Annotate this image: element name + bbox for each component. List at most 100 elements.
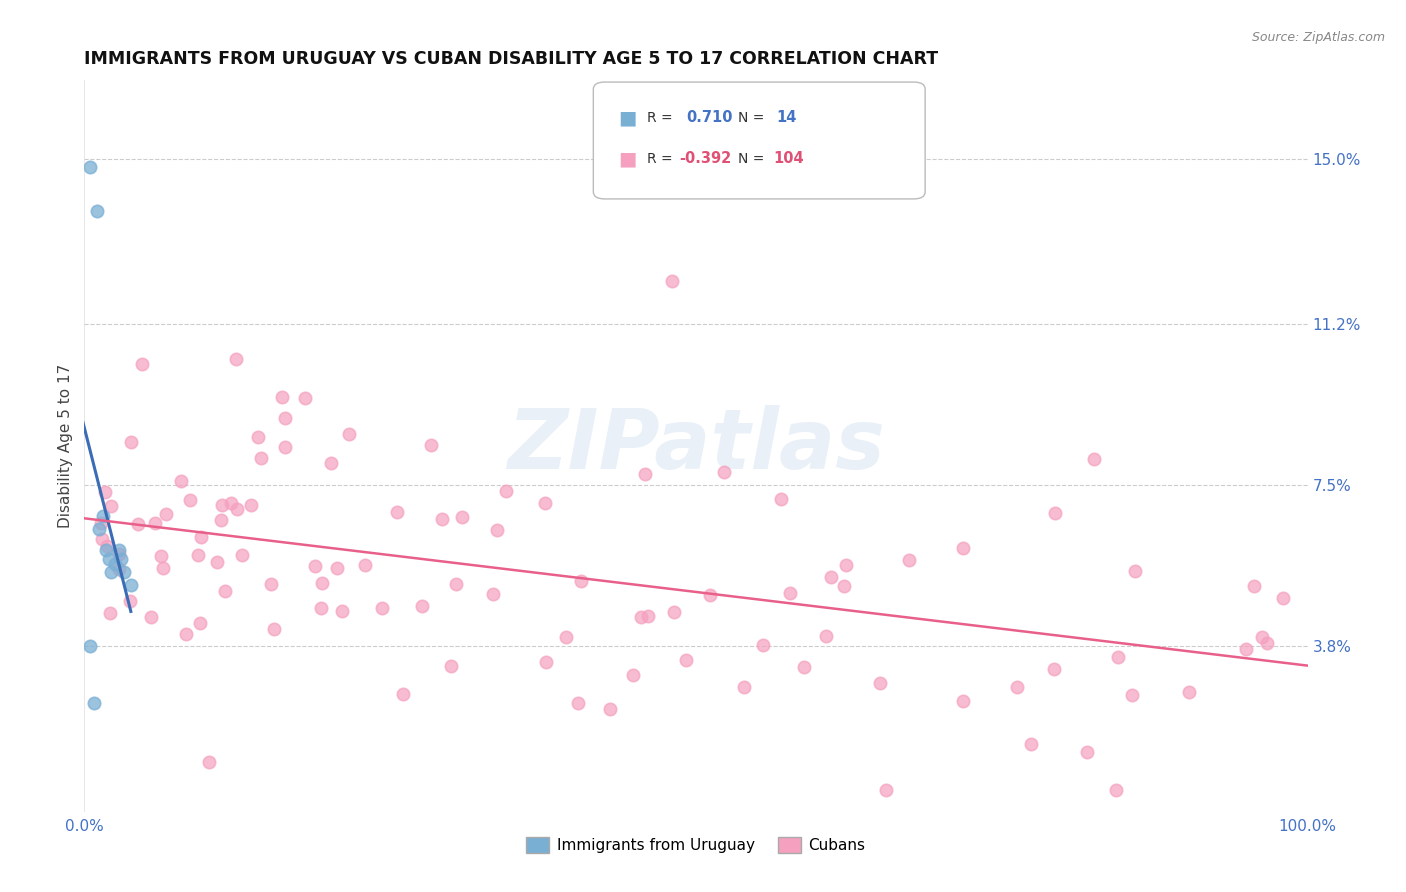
Point [637,609,659,624]
Point [112,566,135,580]
Point [96,539,118,553]
Point [869,675,891,690]
Point [699,588,721,602]
Point [188,615,211,630]
Point [214,583,236,598]
Point [169,474,191,488]
Point [1234,641,1257,656]
Point [370,600,392,615]
Point [127,516,149,531]
Text: R =: R = [647,152,676,166]
Point [834,579,856,593]
Legend: Immigrants from Uruguay, Cubans: Immigrants from Uruguay, Cubans [520,830,872,859]
Point [120,434,142,449]
Point [260,577,283,591]
Point [1043,507,1066,521]
Point [190,530,212,544]
Point [263,622,285,636]
Point [108,562,131,576]
Text: 0.710: 0.710 [686,111,733,125]
Point [486,523,509,537]
Point [187,548,209,562]
Point [79,640,101,654]
Point [1243,578,1265,592]
Text: 14: 14 [776,111,796,125]
Point [198,756,221,770]
Point [446,576,468,591]
Point [91,508,114,523]
Point [815,629,838,643]
Point [326,561,349,575]
Point [98,606,121,620]
Point [100,566,122,580]
Point [793,659,815,673]
Text: N =: N = [738,111,769,125]
Point [599,701,621,715]
Point [430,512,453,526]
Point [209,513,232,527]
Point [1251,630,1274,644]
Point [107,543,129,558]
Point [150,549,173,563]
Point [231,548,253,562]
Point [752,638,775,652]
Point [339,426,361,441]
Point [221,496,243,510]
Point [225,351,247,366]
Point [330,604,353,618]
Point [90,516,112,531]
Point [392,686,415,700]
Point [420,438,443,452]
Text: ZIPatlas: ZIPatlas [508,406,884,486]
Text: IMMIGRANTS FROM URUGUAY VS CUBAN DISABILITY AGE 5 TO 17 CORRELATION CHART: IMMIGRANTS FROM URUGUAY VS CUBAN DISABIL… [84,50,938,68]
Point [952,541,974,556]
Point [93,484,115,499]
Point [482,587,505,601]
Point [567,696,589,710]
Point [107,547,129,561]
Point [294,391,316,405]
Point [143,516,166,530]
Point [179,492,201,507]
Point [1125,565,1147,579]
Point [226,502,249,516]
Point [120,578,142,592]
Point [118,594,141,608]
Point [555,630,578,644]
Point [1272,591,1295,606]
Point [834,558,856,573]
Point [1177,685,1199,699]
Point [1076,745,1098,759]
Text: R =: R = [647,111,676,125]
Point [274,440,297,454]
Point [770,491,793,506]
Text: Source: ZipAtlas.com: Source: ZipAtlas.com [1251,31,1385,45]
Point [569,574,592,588]
Point [97,552,120,566]
Text: ■: ■ [619,149,637,169]
Text: ■: ■ [619,108,637,128]
Point [110,552,132,566]
Point [385,505,408,519]
Point [309,600,332,615]
Point [779,585,801,599]
Point [662,606,685,620]
Point [634,467,657,481]
Point [104,557,127,571]
Point [139,610,162,624]
Point [311,575,333,590]
Point [450,509,472,524]
Point [270,390,292,404]
Point [90,532,112,546]
Text: 104: 104 [773,152,804,166]
Point [273,410,295,425]
Point [1043,662,1066,676]
Point [87,522,110,536]
Point [211,498,233,512]
Point [247,430,270,444]
Text: -0.392: -0.392 [679,152,731,166]
Point [83,696,105,710]
Point [86,203,108,218]
Point [100,499,122,513]
Point [174,627,197,641]
